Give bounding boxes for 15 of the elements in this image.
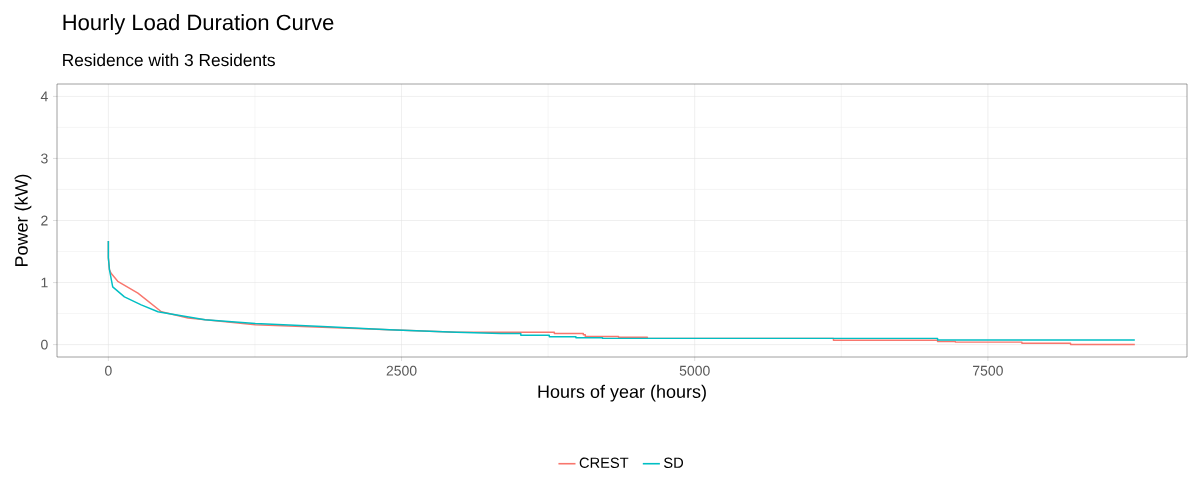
y-tick-label: 4 — [40, 91, 48, 102]
x-tick-label: 5000 — [679, 365, 710, 376]
y-tick-label: 1 — [41, 277, 48, 288]
x-tick-label: 7500 — [973, 365, 1003, 376]
y-tick-label: 0 — [41, 339, 48, 350]
chart-title: Hourly Load Duration Curve — [63, 14, 334, 35]
y-tick-label: 2 — [41, 215, 48, 226]
x-axis-title: Hours of year (hours) — [538, 384, 706, 402]
chart-subtitle: Residence with 3 Residents — [63, 53, 275, 67]
legend-label: SD — [664, 457, 684, 468]
x-tick-label: 2500 — [386, 365, 417, 376]
x-tick-label: 0 — [105, 365, 112, 376]
y-axis-title: Power (kW) — [14, 174, 32, 267]
legend-label: CREST — [579, 457, 629, 468]
y-tick-label: 3 — [41, 153, 48, 164]
